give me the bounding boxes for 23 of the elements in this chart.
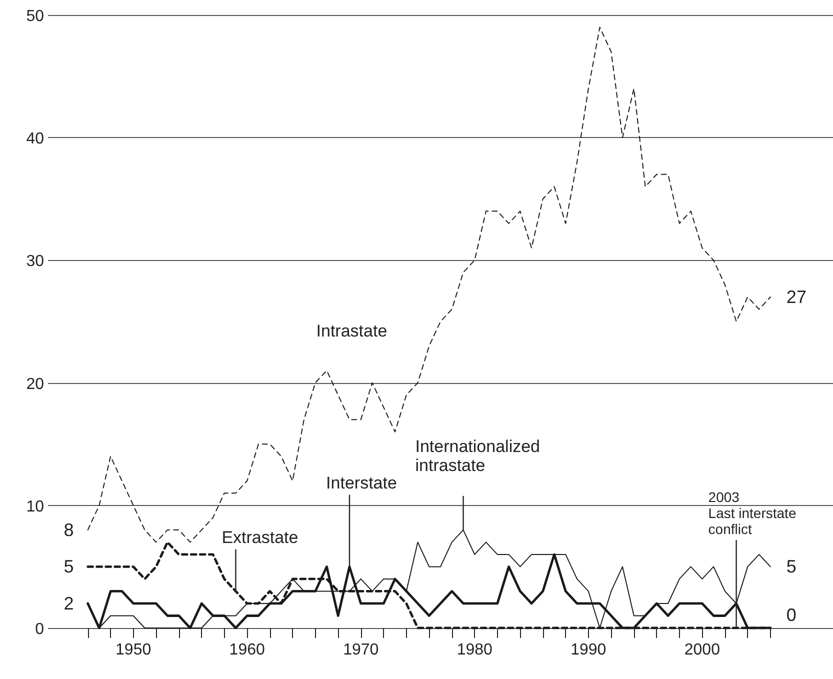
x-tick-label: 1960 <box>229 642 265 658</box>
data-label: 5 <box>64 556 74 577</box>
x-tick-label: 1990 <box>570 642 606 658</box>
y-tick-label: 0 <box>35 621 44 638</box>
x-tick-label: 1970 <box>343 642 379 658</box>
y-tick-label: 10 <box>26 498 44 516</box>
y-tick-label: 50 <box>26 8 44 25</box>
x-tick-label: 1950 <box>116 642 152 658</box>
y-tick-label: 40 <box>26 130 44 148</box>
data-label: 5 <box>786 556 796 577</box>
data-label: 27 <box>786 286 806 307</box>
y-tick-label: 30 <box>26 253 44 270</box>
text: Internationalized intrastate <box>415 436 540 475</box>
data-label: 0 <box>786 605 796 625</box>
text: Interstate <box>326 474 397 493</box>
ref-line-label: 2003 Last interstate conflict <box>708 489 796 537</box>
data-label: 2 <box>64 593 74 614</box>
series-label: Extrastate <box>222 528 298 548</box>
data-label: 8 <box>64 520 74 540</box>
series-label: Intrastate <box>316 322 388 341</box>
x-tick-label: 2000 <box>684 642 720 658</box>
y-tick-label: 20 <box>26 376 44 393</box>
x-tick-label: 1980 <box>456 642 493 658</box>
